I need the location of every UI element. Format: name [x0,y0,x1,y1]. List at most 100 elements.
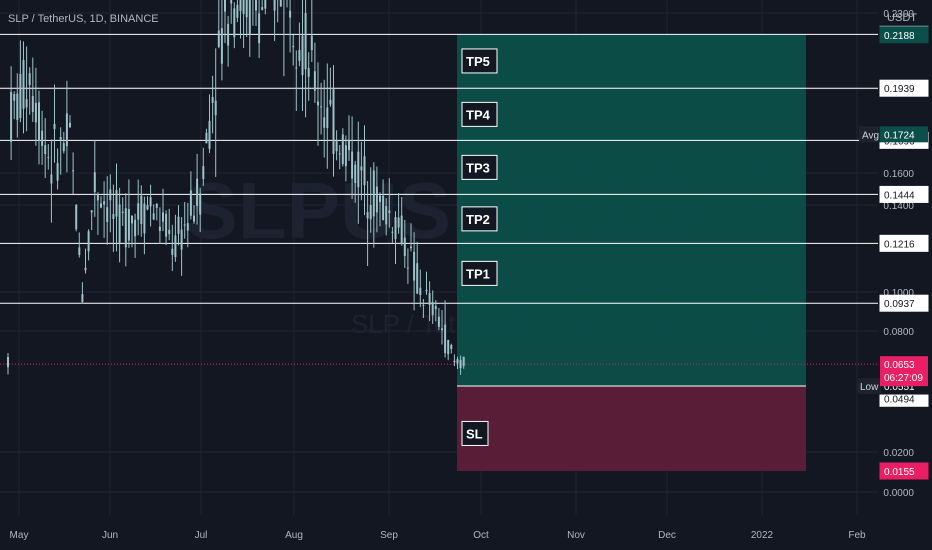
price-tag-text: 0.0494 [884,394,915,405]
candle-body [53,123,56,129]
target-label-sl[interactable]: SL [461,420,489,446]
x-tick-label: Sep [380,530,398,541]
y-tick-label: 0.1600 [883,169,914,180]
candle-body [289,10,292,18]
candle-body [96,195,99,201]
current-price-text: 0.0653 [884,360,915,371]
target-price-tag[interactable]: 0.2188 [879,26,929,44]
x-tick-label: Jun [102,530,118,541]
target-label-tp2[interactable]: TP2 [461,206,498,232]
candle-body [168,229,171,235]
candle-body [422,304,425,306]
candle-body [165,213,168,237]
level-price-tag[interactable]: 0.1444 [879,185,929,203]
candle-body [227,23,230,46]
candle-body [233,8,236,38]
price-tag-text: 0.0551 [884,382,915,393]
candle-body [65,113,68,147]
price-tag-box [879,234,929,252]
level-price-tag[interactable]: 0.1939 [879,79,929,97]
candle-body [152,213,155,220]
candle-body [208,120,211,149]
candle-body [391,231,394,233]
candle-body [397,217,400,228]
candle-body [255,0,257,11]
candle-body [388,210,391,213]
target-label-tp4[interactable]: TP4 [461,101,498,127]
target-label-box [461,260,498,286]
candle-body [75,204,78,230]
candle-body [304,13,307,70]
candle-body [406,267,409,269]
target-label-text: TP2 [466,212,490,227]
candle-body [199,193,202,215]
candle-body [431,302,434,316]
candle-body [196,178,199,206]
candle-body [357,151,360,188]
current-price-tag[interactable]: 0.0653 06:27:09 [880,356,928,387]
candle-body [310,35,313,51]
candle-body [434,306,437,310]
candle-body [19,73,22,118]
level-price-tag[interactable]: 0.1216 [879,234,929,252]
candle-body [456,359,459,364]
stop-price-tag[interactable]: 0.0155 [879,462,929,480]
candle-body [360,166,363,171]
price-tag-text: 0.0937 [884,299,915,310]
candle-body [31,96,34,113]
chart-title: SLP / TetherUS, 1D, BINANCE [8,13,159,25]
candle-body [307,68,310,77]
candle-body [298,49,301,61]
avg-value-text: 0.1724 [884,130,915,141]
y-tick-label: 0.0000 [883,488,914,499]
target-label-box [461,420,489,446]
candle-body [320,106,323,108]
candle-body [317,101,319,106]
candle-body [205,132,208,144]
target-label-box [461,101,498,127]
candle-body [121,211,124,214]
candle-body [34,102,37,123]
candle-body [372,170,375,217]
candle-body [354,164,357,184]
candle-body [419,287,422,296]
candle-body [146,205,149,210]
target-label-tp5[interactable]: TP5 [461,48,498,74]
candle-body [112,214,115,220]
price-tag-box [879,185,929,203]
y-tick-label: 0.1000 [883,288,914,299]
target-label-tp3[interactable]: TP3 [461,154,498,180]
candle-body [214,100,217,116]
target-label-tp1[interactable]: TP1 [461,260,498,286]
price-tag-text: 0.1939 [884,84,915,95]
candle-body [47,157,50,159]
candle-body [326,107,329,129]
x-tick-label: Nov [567,530,585,541]
candle-body [382,195,385,221]
x-tick-label: May [10,530,29,541]
candle-body [450,345,453,350]
target-label-text: TP5 [466,54,490,69]
y-axis-unit: USDT [887,12,917,24]
candle-body [118,204,121,243]
x-tick-label: 2022 [751,530,774,541]
candle-body [295,67,298,69]
y-tick-label: 0.0200 [883,448,914,459]
target-zone [457,34,806,387]
level-price-tag[interactable]: 0.0937 [879,294,929,312]
candle-body [103,201,106,205]
candle-body [332,89,335,154]
candle-body [171,248,174,255]
candle-body [177,216,180,234]
price-tag-box [879,79,929,97]
candle-body [351,151,354,179]
avg-price-tag[interactable]: Avg 0.1724 [859,126,928,143]
candle-body [149,197,152,207]
candle-body [279,0,282,7]
candle-body [348,140,350,151]
candle-body [313,71,316,91]
candle-body [78,247,81,255]
candle-body [369,205,372,220]
